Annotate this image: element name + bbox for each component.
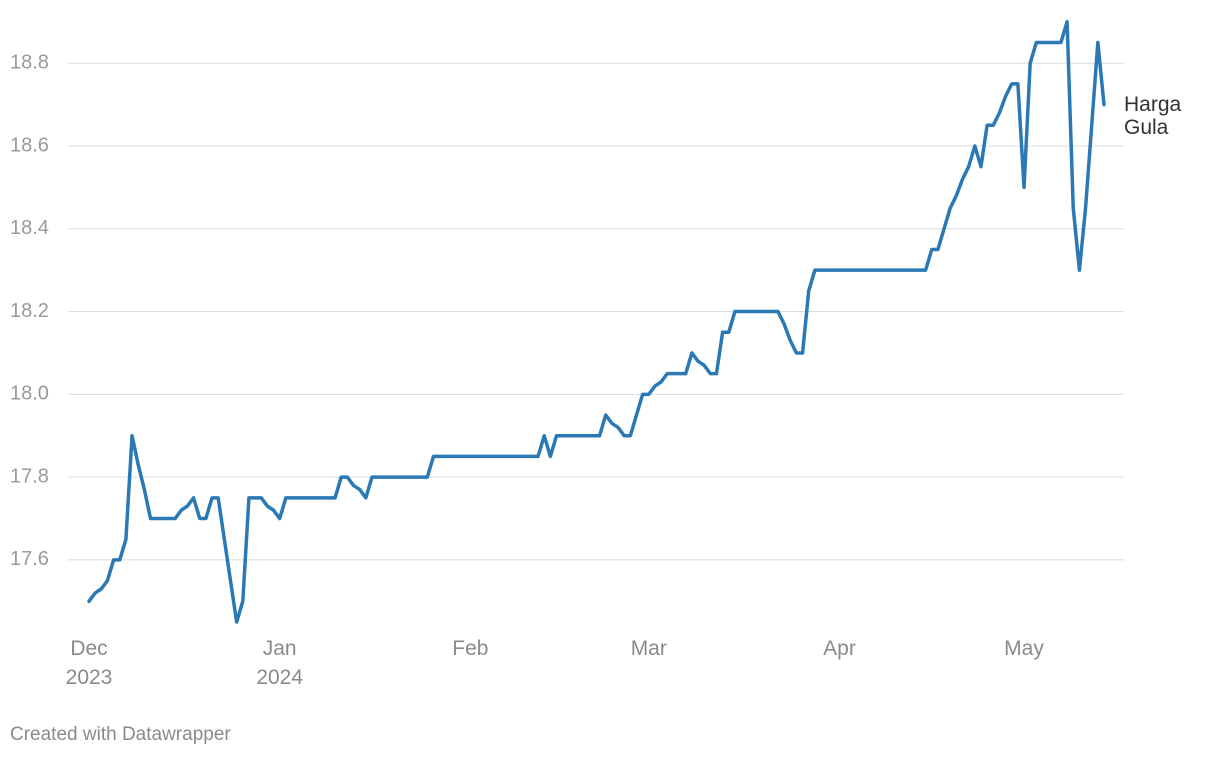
y-tick-label: 18.4 — [10, 217, 49, 239]
y-tick-label: 17.8 — [10, 465, 49, 487]
y-tick-label: 18.6 — [10, 134, 49, 156]
x-tick-label: Dec 2023 — [65, 637, 113, 689]
x-tick-label: Apr — [823, 637, 856, 660]
y-tick-label: 18.0 — [10, 383, 49, 405]
x-tick-label: Jan 2024 — [256, 637, 304, 689]
footer: Created with Datawrapper — [10, 724, 231, 745]
data-line — [87, 20, 1106, 624]
y-tick-label: 18.2 — [10, 300, 49, 322]
series-label: Harga Gula — [1124, 92, 1182, 139]
x-tick-label: Feb — [452, 637, 489, 660]
y-tick-label: 17.6 — [10, 548, 49, 570]
x-tick-label: Mar — [630, 637, 667, 660]
y-tick-label: 18.8 — [10, 51, 49, 73]
x-tick-label: May — [1004, 637, 1044, 660]
